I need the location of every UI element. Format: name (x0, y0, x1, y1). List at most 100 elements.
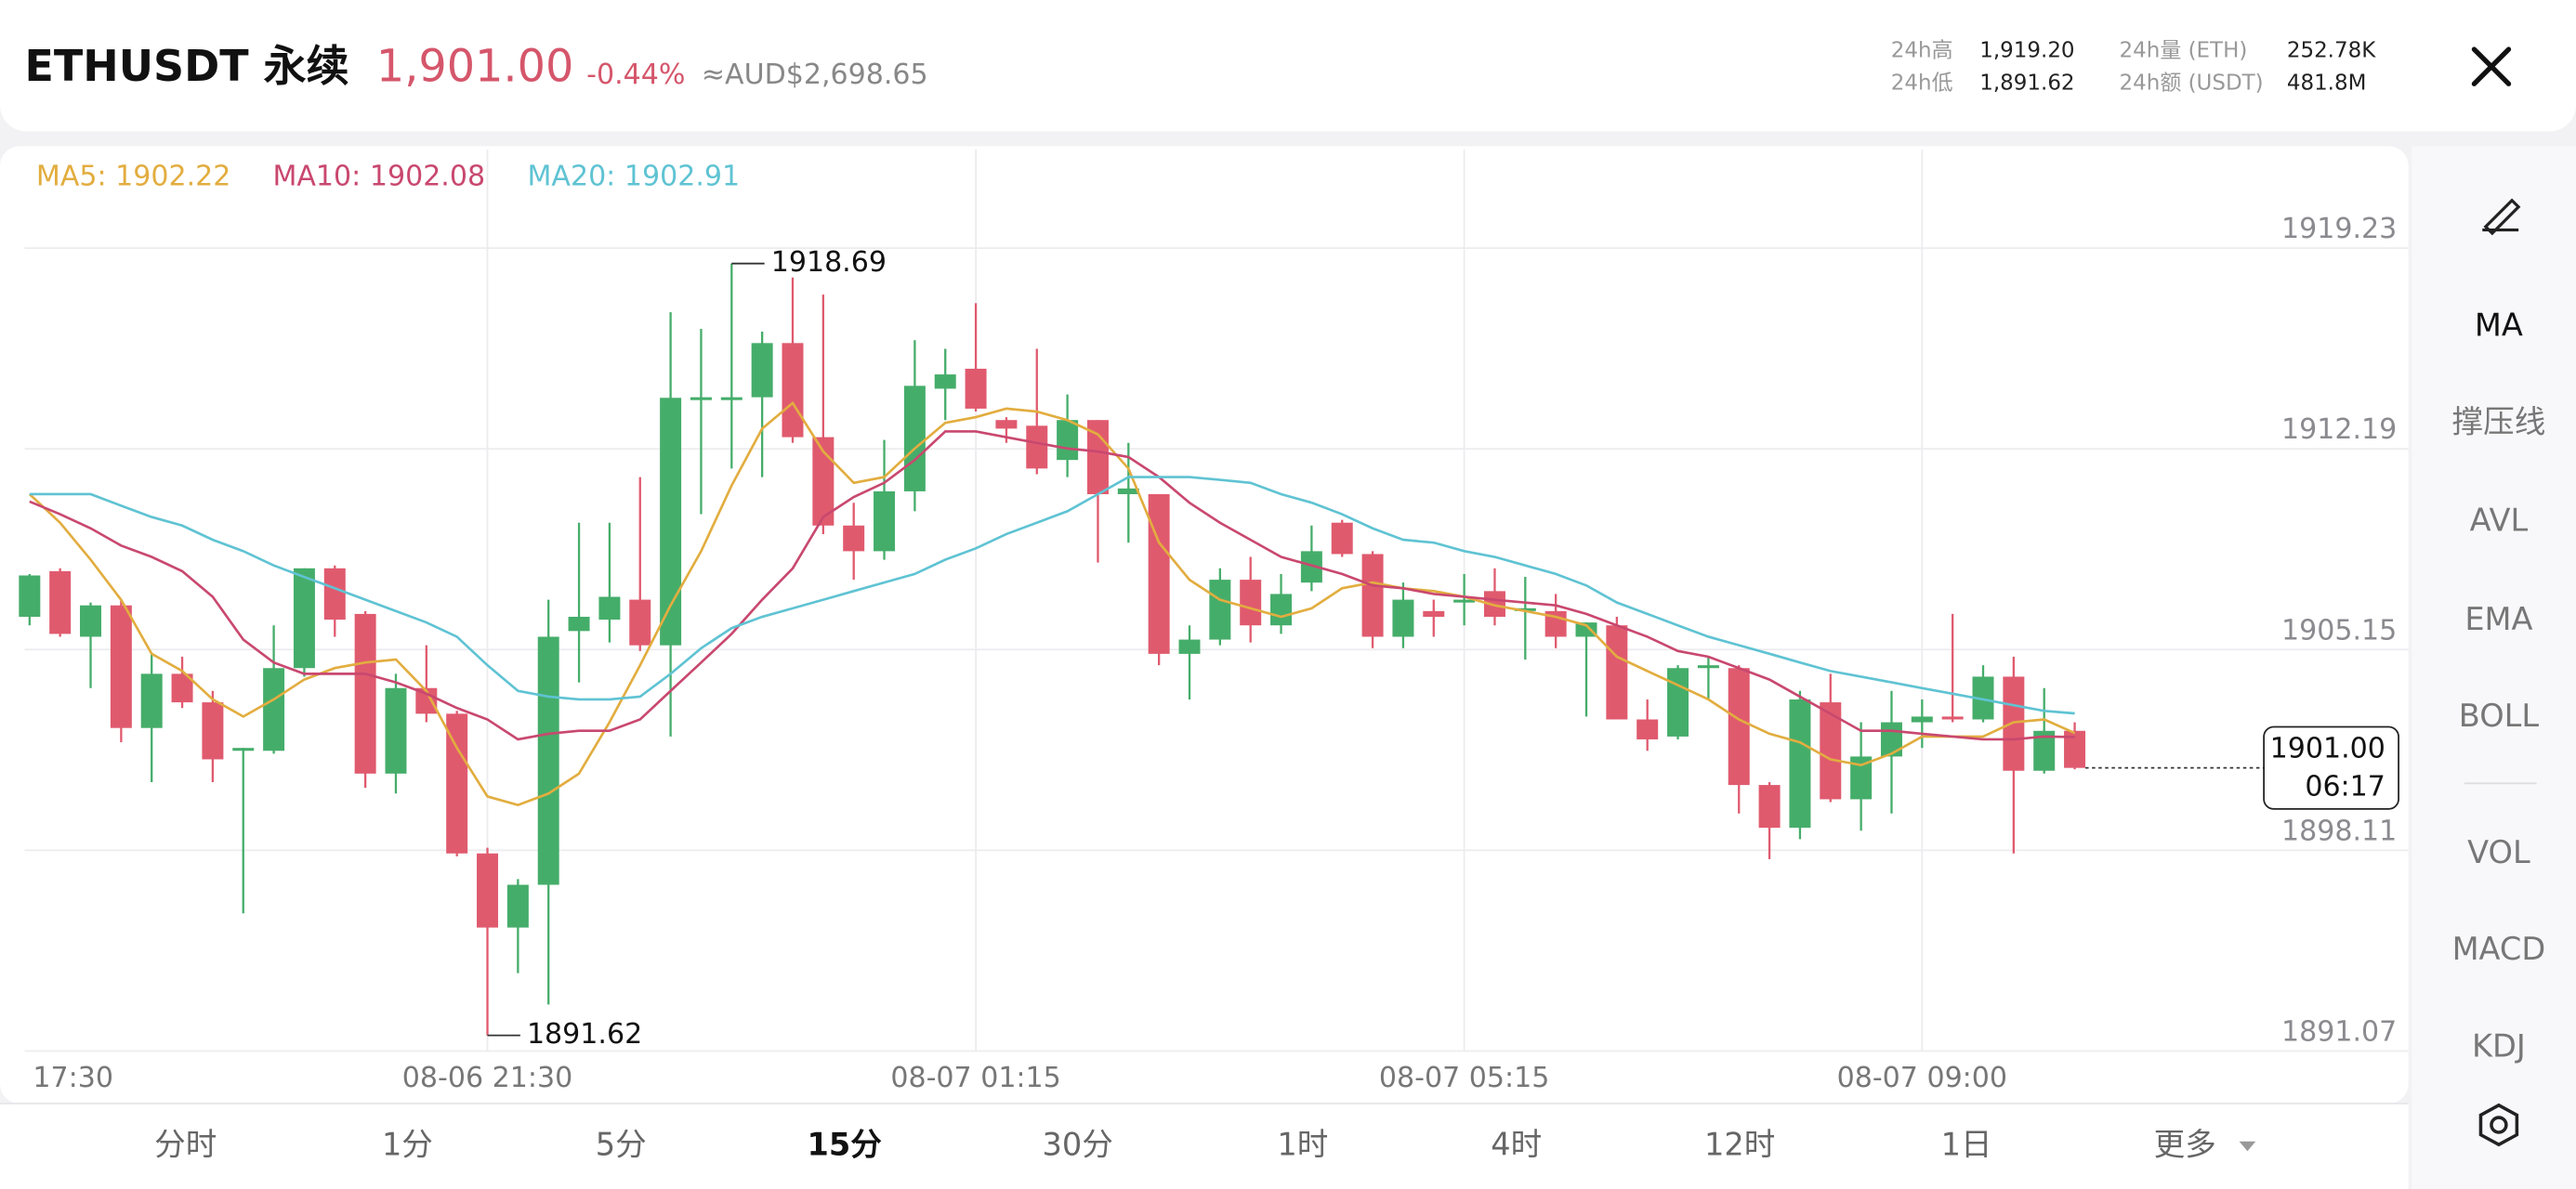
candle-body (1148, 494, 1170, 654)
candle-body (1361, 554, 1384, 637)
timeframe-tab[interactable]: 5分 (596, 1127, 647, 1163)
candle-body (1453, 599, 1476, 603)
stat-label: 24h低 (1891, 72, 1953, 96)
candle-body (1270, 594, 1293, 626)
stat-label: 24h额 (USDT) (2120, 72, 2264, 96)
candle-body (1300, 551, 1322, 583)
close-icon[interactable] (2471, 46, 2512, 86)
candle-body (874, 490, 896, 552)
candle-body (690, 397, 712, 400)
indicator-button[interactable]: EMA (2464, 601, 2532, 637)
high-label: 1918.69 (771, 246, 887, 279)
timeframe-tab[interactable]: 1日 (1941, 1127, 1992, 1163)
candle-body (629, 599, 651, 646)
timeframe-tab[interactable]: 更多 (2154, 1127, 2216, 1163)
close-button[interactable] (2471, 46, 2512, 86)
timeframe-tab[interactable]: 1分 (382, 1127, 433, 1163)
indicator-button[interactable]: MA (2475, 307, 2523, 343)
legend-entry: MA20: 1902.91 (527, 160, 740, 192)
last-price-label: 1901.00 (2270, 733, 2385, 765)
low-label: 1891.62 (527, 1018, 642, 1051)
candle-body (140, 673, 163, 728)
candle-body (1178, 639, 1201, 654)
candle-body (1392, 599, 1414, 637)
candle-body (171, 673, 193, 703)
candle-body (751, 343, 773, 398)
y-tick-label: 1891.07 (2281, 1016, 2397, 1049)
indicator-button[interactable]: AVL (2470, 503, 2529, 539)
candle-body (1941, 716, 1964, 720)
indicator-button[interactable]: KDJ (2472, 1027, 2526, 1064)
settings-hex[interactable] (2478, 1103, 2519, 1147)
candle-body (415, 687, 438, 714)
candle-body (812, 437, 835, 526)
dropdown-arrow (2239, 1141, 2256, 1152)
stat-value: 1,919.20 (1979, 38, 2074, 62)
converted-price: ≈AUD$2,698.65 (702, 59, 928, 91)
x-tick-label: 08-06 21:30 (402, 1062, 572, 1094)
timeframe-tab[interactable]: 1时 (1277, 1127, 1328, 1163)
candle-body (49, 570, 72, 634)
last-price-box (2263, 725, 2399, 810)
candle-body (110, 605, 132, 728)
candle-body (903, 385, 926, 491)
candle-body (202, 702, 224, 760)
draw-icon[interactable] (2482, 198, 2521, 236)
candle-body (1758, 785, 1781, 829)
settings-dot[interactable] (2490, 1116, 2508, 1134)
candle-body (782, 343, 804, 438)
candle-body (1057, 420, 1079, 461)
indicator-button[interactable]: MACD (2452, 931, 2546, 967)
timeframe-tab[interactable]: 30分 (1043, 1127, 1113, 1163)
candle-body (1423, 610, 1445, 617)
y-tick-label: 1912.19 (2281, 413, 2397, 446)
y-tick-label: 1905.15 (2281, 614, 2397, 647)
candle-body (385, 687, 407, 774)
countdown: 06:17 (2305, 770, 2385, 803)
price: 1,901.00 (376, 41, 574, 92)
candle-body (598, 596, 621, 621)
stats: 24h高 1,919.20 24h低 1,891.62 24h量 (ETH) 252.78… (1891, 38, 2376, 95)
candle-body (1331, 522, 1353, 555)
timeframe-tab[interactable]: 15分 (808, 1127, 883, 1163)
timeframe-tab[interactable]: 4时 (1491, 1127, 1542, 1163)
timeframe-tab[interactable]: 12时 (1704, 1127, 1775, 1163)
candle-body (263, 668, 285, 751)
legend-entry: MA10: 1902.08 (272, 160, 485, 192)
indicator-button[interactable]: BOLL (2459, 698, 2540, 734)
candle-body (660, 398, 682, 646)
candle-body (2033, 730, 2056, 771)
stat-label: 24h量 (ETH) (2120, 38, 2248, 62)
candle-body (720, 397, 743, 400)
stat-value: 252.78K (2287, 38, 2376, 62)
indicator-button[interactable]: 撑压线 (2452, 404, 2546, 440)
change: -0.44% (586, 59, 685, 91)
candle-body (323, 568, 346, 621)
candle-body (1240, 580, 1262, 626)
candle-body (1697, 665, 1719, 669)
stat-value: 481.8M (2287, 72, 2367, 96)
indicator-button[interactable]: VOL (2467, 834, 2530, 870)
x-tick-label: 17:30 (33, 1062, 113, 1094)
candle-body (568, 616, 590, 632)
stat-label: 24h高 (1891, 38, 1953, 62)
candle-body (2064, 730, 2086, 768)
candle-body (1911, 716, 1933, 723)
candle-body (1728, 668, 1750, 786)
x-tick-label: 08-07 01:15 (890, 1062, 1060, 1094)
candle-body (2003, 676, 2025, 771)
y-tick-label: 1898.11 (2281, 815, 2397, 847)
candle-body (232, 748, 255, 751)
ma-line (29, 430, 2075, 741)
candle-body (1483, 591, 1505, 617)
candle-body (1820, 702, 1842, 800)
legend-entry: MA5: 1902.22 (36, 160, 231, 192)
settings-icon[interactable] (2478, 1103, 2519, 1147)
candle-body (354, 613, 376, 774)
candle-body (446, 713, 468, 854)
candle-body (506, 884, 529, 928)
candle-body (1972, 676, 1994, 720)
candle-body (1514, 608, 1536, 611)
timeframe-tab[interactable]: 分时 (154, 1127, 217, 1163)
